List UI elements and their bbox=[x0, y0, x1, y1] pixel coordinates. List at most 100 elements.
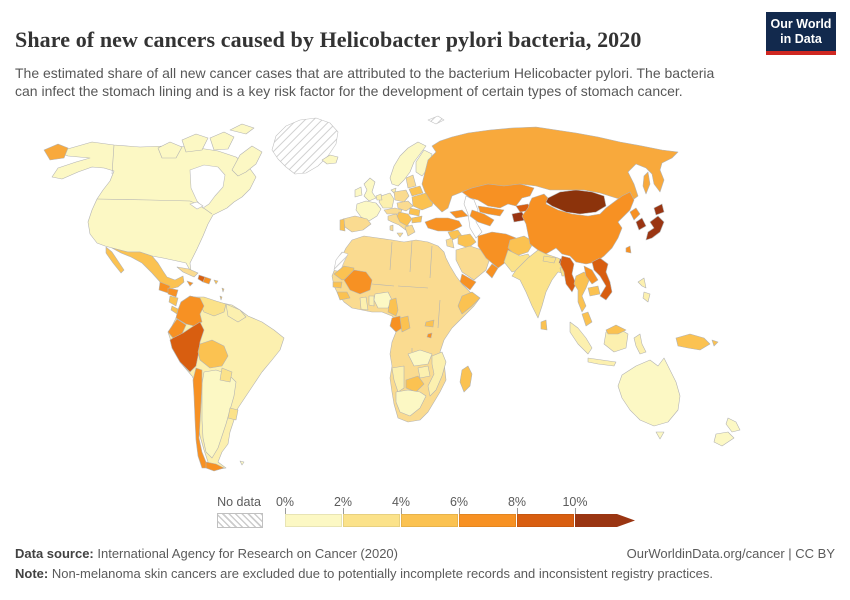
indonesia-java[interactable] bbox=[587, 357, 617, 367]
legend-color-segment[interactable] bbox=[459, 514, 516, 527]
country-afghanistan[interactable] bbox=[507, 235, 535, 257]
country-gabon[interactable] bbox=[389, 315, 403, 333]
country-cuba[interactable] bbox=[176, 266, 199, 278]
country-kazakhstan[interactable] bbox=[461, 183, 535, 209]
country-new-zealand[interactable] bbox=[713, 417, 741, 447]
country-spain[interactable] bbox=[342, 215, 372, 233]
country-baltics[interactable] bbox=[405, 174, 417, 189]
country-svalbard[interactable] bbox=[427, 115, 445, 125]
country-japan-honshu[interactable] bbox=[645, 215, 665, 241]
country-china[interactable] bbox=[521, 191, 635, 265]
country-romania[interactable] bbox=[408, 207, 421, 217]
country-turkmenistan[interactable] bbox=[469, 209, 495, 227]
country-switzerland-austria[interactable] bbox=[383, 207, 403, 215]
legend-color-segment[interactable] bbox=[401, 514, 458, 527]
country-portugal[interactable] bbox=[339, 218, 346, 232]
country-somalia[interactable] bbox=[457, 291, 481, 315]
country-congo[interactable] bbox=[399, 315, 411, 333]
country-honduras[interactable] bbox=[167, 287, 179, 298]
country-rwanda-burundi[interactable] bbox=[426, 332, 433, 339]
canada-arctic-island-ellesmere[interactable] bbox=[229, 123, 255, 135]
country-south-korea[interactable] bbox=[635, 217, 647, 231]
country-cambodia[interactable] bbox=[587, 285, 601, 297]
no-data-swatch[interactable] bbox=[217, 513, 263, 528]
country-caucasus[interactable] bbox=[449, 209, 469, 219]
falkland-islands[interactable] bbox=[239, 460, 245, 466]
legend-color-segment[interactable] bbox=[285, 514, 342, 527]
country-greenland[interactable] bbox=[271, 117, 339, 175]
country-united-kingdom[interactable] bbox=[363, 177, 377, 202]
country-guinea[interactable] bbox=[336, 291, 351, 301]
owid-logo[interactable]: Our World in Data bbox=[766, 12, 836, 55]
country-united-states-canada[interactable] bbox=[51, 141, 257, 273]
country-balkans[interactable] bbox=[396, 211, 413, 227]
legend-color-segment[interactable] bbox=[343, 514, 400, 527]
country-papua-new-guinea[interactable] bbox=[675, 333, 719, 351]
country-ireland[interactable] bbox=[354, 186, 363, 198]
country-south-africa[interactable] bbox=[395, 389, 427, 417]
country-nigeria[interactable] bbox=[373, 291, 393, 309]
country-turkey[interactable] bbox=[424, 217, 463, 232]
country-norway-sweden[interactable] bbox=[389, 141, 427, 187]
lesser-antilles[interactable] bbox=[219, 287, 225, 301]
country-argentina[interactable] bbox=[201, 369, 237, 459]
tierra-del-fuego[interactable] bbox=[205, 461, 225, 472]
country-russia-chukotka[interactable] bbox=[43, 143, 69, 161]
country-senegal[interactable] bbox=[332, 281, 343, 289]
country-myanmar[interactable] bbox=[559, 255, 577, 293]
country-mozambique[interactable] bbox=[427, 351, 447, 397]
country-ghana[interactable] bbox=[359, 296, 369, 311]
country-sri-lanka[interactable] bbox=[540, 319, 548, 331]
country-benelux[interactable] bbox=[375, 193, 383, 201]
country-cameroon[interactable] bbox=[387, 297, 399, 317]
country-jamaica[interactable] bbox=[186, 280, 194, 287]
country-belarus[interactable] bbox=[408, 185, 424, 197]
country-colombia[interactable] bbox=[175, 295, 205, 327]
country-taiwan[interactable] bbox=[625, 245, 632, 254]
canada-arctic-island[interactable] bbox=[181, 133, 209, 153]
country-iraq[interactable] bbox=[457, 233, 477, 249]
country-poland[interactable] bbox=[393, 189, 410, 203]
russia-sakhalin[interactable] bbox=[642, 171, 651, 195]
country-mongolia[interactable] bbox=[545, 189, 607, 215]
indonesia-sulawesi[interactable] bbox=[633, 333, 647, 355]
australia-tasmania[interactable] bbox=[655, 431, 665, 440]
country-benin-togo[interactable] bbox=[368, 295, 375, 307]
country-germany[interactable] bbox=[378, 192, 395, 209]
canada-arctic-island[interactable] bbox=[209, 131, 235, 151]
canada-arctic-island-baffin[interactable] bbox=[231, 145, 263, 177]
country-israel-jordan[interactable] bbox=[445, 237, 455, 249]
country-nepal[interactable] bbox=[542, 255, 557, 264]
country-namibia[interactable] bbox=[391, 365, 405, 393]
country-czechia-slovakia-hungary[interactable] bbox=[396, 200, 414, 212]
country-madagascar[interactable] bbox=[459, 365, 473, 393]
country-mali[interactable] bbox=[343, 269, 373, 295]
country-guyanas[interactable] bbox=[225, 303, 247, 323]
country-greece[interactable] bbox=[404, 224, 416, 237]
country-australia[interactable] bbox=[617, 357, 681, 427]
country-malaysia[interactable] bbox=[581, 311, 593, 327]
country-bulgaria[interactable] bbox=[411, 215, 423, 224]
country-saudi-arabia[interactable] bbox=[455, 245, 491, 281]
country-mexico-baja[interactable] bbox=[105, 246, 125, 274]
country-dominican-republic[interactable] bbox=[202, 276, 212, 285]
country-bolivia[interactable] bbox=[197, 339, 229, 369]
country-yemen[interactable] bbox=[459, 273, 477, 291]
country-uzbekistan[interactable] bbox=[477, 205, 505, 217]
country-india[interactable] bbox=[511, 249, 573, 319]
country-iceland[interactable] bbox=[321, 154, 339, 165]
country-nicaragua[interactable] bbox=[168, 295, 179, 307]
country-north-korea[interactable] bbox=[629, 207, 641, 221]
country-uruguay[interactable] bbox=[227, 407, 239, 421]
country-philippines[interactable] bbox=[637, 277, 651, 303]
country-zambia[interactable] bbox=[407, 349, 433, 367]
malaysia-borneo[interactable] bbox=[605, 324, 627, 335]
country-zimbabwe[interactable] bbox=[417, 365, 431, 379]
indonesia-sumatra[interactable] bbox=[569, 321, 593, 355]
legend-color-segment[interactable] bbox=[517, 514, 574, 527]
country-mexico[interactable] bbox=[111, 247, 185, 290]
country-peru[interactable] bbox=[169, 321, 205, 373]
owid-link[interactable]: OurWorldinData.org/cancer | CC BY bbox=[626, 546, 835, 561]
country-botswana[interactable] bbox=[405, 375, 425, 393]
country-vietnam[interactable] bbox=[591, 257, 613, 301]
